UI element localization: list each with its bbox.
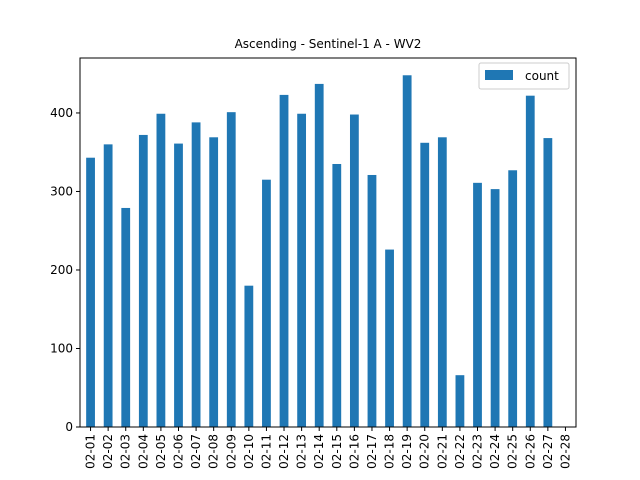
legend-label-count: count	[525, 69, 559, 83]
bar-02-14	[314, 83, 324, 427]
bar-02-01	[86, 157, 95, 428]
x-tick-label: 02-28	[558, 434, 572, 469]
bar-02-16	[349, 114, 359, 428]
bar-02-18	[385, 249, 394, 427]
x-tick-label: 02-01	[84, 434, 98, 469]
bar-02-17	[367, 174, 377, 427]
bar-02-27	[543, 138, 553, 427]
y-tick-label: 400	[50, 106, 73, 120]
bar-02-12	[279, 94, 289, 428]
y-tick-label: 0	[65, 420, 73, 434]
x-tick-label: 02-13	[295, 434, 309, 469]
plot-frame	[79, 57, 577, 428]
x-tick-label: 02-16	[347, 434, 361, 469]
legend-box	[478, 62, 570, 90]
y-axis: 0 100 200 300 400	[50, 106, 80, 434]
bars-group	[86, 75, 553, 428]
bar-02-15	[332, 163, 342, 427]
x-tick-label: 02-12	[277, 434, 291, 469]
x-tick-label: 02-15	[330, 434, 344, 469]
bar-02-21	[437, 137, 447, 427]
legend: count	[478, 62, 570, 90]
x-tick-label: 02-05	[154, 434, 168, 469]
x-tick-label: 02-26	[523, 434, 537, 469]
bar-02-06	[174, 143, 183, 427]
x-tick-label: 02-07	[189, 434, 203, 469]
chart-title: Ascending - Sentinel-1 A - WV2	[235, 37, 422, 51]
bar-02-26	[525, 95, 535, 427]
x-tick-label: 02-03	[119, 434, 133, 469]
x-tick-label: 02-18	[383, 434, 397, 469]
bar-02-05	[156, 113, 166, 427]
x-tick-label: 02-22	[453, 434, 467, 469]
bar-02-09	[226, 112, 236, 428]
x-tick-label: 02-20	[418, 434, 432, 469]
bar-02-02	[103, 144, 113, 428]
x-tick-label: 02-11	[259, 434, 273, 469]
bar-02-10	[244, 285, 254, 427]
bar-02-04	[138, 134, 148, 427]
x-tick-label: 02-21	[435, 434, 449, 469]
x-tick-label: 02-24	[488, 434, 502, 469]
bar-02-20	[420, 142, 430, 427]
x-tick-label: 02-02	[101, 434, 115, 469]
bar-02-07	[191, 122, 201, 427]
x-tick-label: 02-27	[541, 434, 555, 469]
x-tick-label: 02-04	[136, 434, 150, 469]
x-tick-label: 02-10	[242, 434, 256, 469]
y-tick-label: 300	[50, 184, 73, 198]
x-tick-label: 02-14	[312, 434, 326, 469]
x-tick-label: 02-19	[400, 434, 414, 469]
x-tick-label: 02-06	[171, 434, 185, 469]
bar-02-03	[121, 207, 131, 427]
x-axis: 02-01 02-02 02-03 02-04 02-05 02-06 02-07 02-08…	[84, 427, 572, 469]
bar-02-25	[508, 170, 518, 428]
bar-02-23	[473, 182, 482, 427]
bar-02-24	[490, 189, 500, 427]
y-tick-label: 100	[50, 341, 73, 355]
bar-02-19	[402, 75, 412, 427]
bar-02-13	[297, 113, 307, 427]
x-tick-label: 02-25	[506, 434, 520, 469]
x-tick-label: 02-17	[365, 434, 379, 469]
legend-swatch	[485, 70, 513, 80]
bar-02-08	[209, 137, 219, 427]
bar-02-22	[455, 375, 465, 427]
x-tick-label: 02-23	[471, 434, 485, 469]
bar-02-11	[262, 179, 271, 427]
y-tick-label: 200	[50, 263, 73, 277]
x-tick-label: 02-08	[207, 434, 221, 469]
x-tick-label: 02-09	[224, 434, 238, 469]
